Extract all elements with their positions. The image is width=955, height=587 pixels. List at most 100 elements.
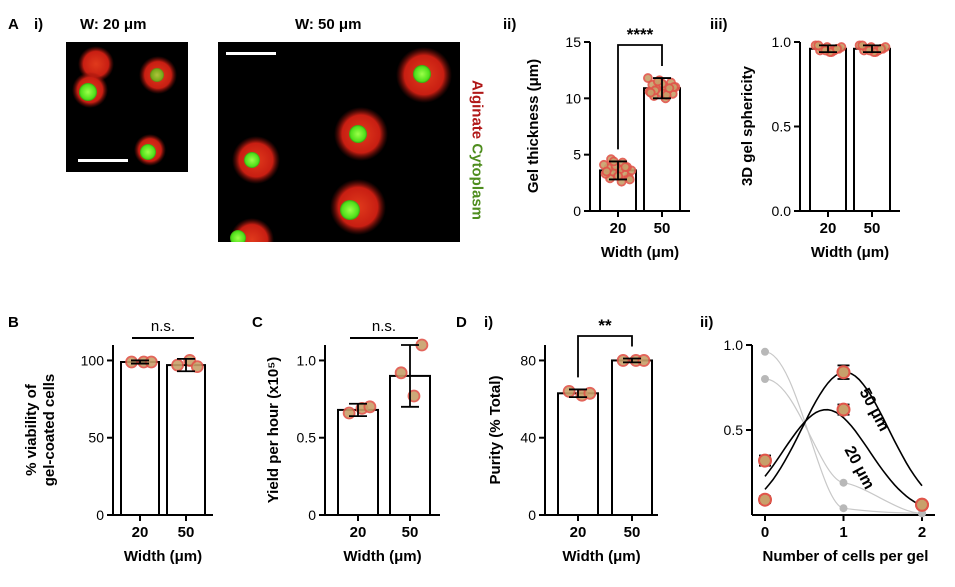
cells-per-gel-point-1-0 bbox=[758, 453, 772, 468]
purity-bar-20 bbox=[557, 392, 599, 516]
viability-bar-20 bbox=[120, 361, 160, 516]
cells-per-gel-poisson-point-0-0 bbox=[761, 347, 769, 356]
scale-bar-20um bbox=[78, 159, 128, 162]
panel-label-d: D bbox=[456, 314, 467, 331]
panel-label-a: A bbox=[8, 16, 19, 33]
yield-point-50-1 bbox=[394, 366, 408, 380]
viability-y-label-line1: % viability of bbox=[23, 383, 40, 476]
cells-per-gel-x-label: Number of cells per gel bbox=[763, 548, 929, 565]
cells-per-gel-xtick-label-2: 2 bbox=[918, 524, 926, 541]
panel-label-d-i: i) bbox=[484, 314, 494, 331]
yield-ytick-label-2: 1.0 bbox=[297, 352, 317, 368]
gel-sphericity-ytick-label-2: 1.0 bbox=[772, 34, 792, 50]
viability-ytick-label-2: 100 bbox=[81, 352, 105, 368]
purity-xtick-label-50: 50 bbox=[624, 524, 641, 541]
yield-significance-label: n.s. bbox=[372, 318, 396, 335]
viability-xtick-label-20: 20 bbox=[132, 524, 149, 541]
yield-point-20-2 bbox=[363, 400, 377, 414]
scale-bar-50um bbox=[226, 52, 276, 55]
gel-thickness-ytick-label-1: 5 bbox=[573, 147, 581, 163]
purity-xtick-label-20: 20 bbox=[570, 524, 587, 541]
purity-bar-50 bbox=[611, 359, 653, 517]
cells-per-gel-xtick-label-1: 1 bbox=[839, 524, 847, 541]
micrograph-20um-drawing bbox=[72, 46, 177, 166]
viability-x-label: Width (μm) bbox=[124, 548, 202, 565]
gel-thickness-point-20-18 bbox=[620, 162, 631, 172]
panel-label-a-iii: iii) bbox=[710, 16, 728, 33]
gel-sphericity-bar-20 bbox=[809, 47, 847, 213]
cells-per-gel-fit-curve-0 bbox=[764, 371, 923, 490]
purity-significance-bracket bbox=[577, 335, 633, 378]
viability-point-50-2 bbox=[190, 360, 204, 374]
micrograph-50um-drawing bbox=[230, 47, 452, 242]
cells-per-gel-point-0-1 bbox=[836, 365, 851, 380]
yield-xtick-label-50: 50 bbox=[402, 524, 419, 541]
cells-per-gel-ytick-label-0: 0.5 bbox=[724, 422, 744, 438]
panel-label-a-i: i) bbox=[34, 16, 44, 33]
gel-sphericity-ytick-label-0: 0.0 bbox=[772, 203, 792, 219]
panel-label-d-ii: ii) bbox=[700, 314, 714, 331]
gel-sphericity-bar-50 bbox=[853, 47, 891, 213]
gel-sphericity-point-50-10 bbox=[876, 43, 886, 54]
yield-bar-20 bbox=[337, 408, 379, 516]
gel-thickness-ytick-label-0: 0 bbox=[573, 203, 581, 219]
gel-thickness-significance-label: **** bbox=[627, 25, 654, 44]
viability-ytick-label-1: 50 bbox=[88, 430, 104, 446]
gel-thickness-point-50-12 bbox=[643, 73, 653, 83]
cells-per-gel-poisson-point-1-1 bbox=[839, 478, 848, 487]
purity-ytick-label-2: 80 bbox=[520, 352, 536, 368]
yield-ytick-label-0: 0 bbox=[308, 507, 316, 523]
panel-label-b: B bbox=[8, 314, 19, 331]
gel-sphericity-xtick-label-20: 20 bbox=[820, 220, 837, 237]
yield-x-label: Width (μm) bbox=[343, 548, 421, 565]
yield-xtick-label-20: 20 bbox=[350, 524, 367, 541]
purity-point-50-1 bbox=[616, 354, 630, 367]
viability-point-20-1 bbox=[125, 355, 138, 369]
purity-y-label: Purity (% Total) bbox=[487, 376, 504, 485]
viability-ytick-label-0: 0 bbox=[96, 507, 104, 523]
gel-thickness-point-50-18 bbox=[664, 83, 675, 94]
viability-xtick-label-50: 50 bbox=[178, 524, 195, 541]
cells-per-gel-fit-curve-1 bbox=[764, 408, 923, 507]
viability-bar-50 bbox=[166, 364, 206, 516]
cells-per-gel-poisson-point-1-0 bbox=[761, 375, 769, 383]
image-title-50um: W: 50 μm bbox=[295, 16, 362, 33]
purity-point-20-1 bbox=[562, 384, 576, 398]
gel-thickness-xtick-label-50: 50 bbox=[654, 220, 671, 237]
cells-per-gel-poisson-curve-0 bbox=[764, 351, 923, 514]
cells-per-gel-point-1-2 bbox=[915, 497, 929, 512]
purity-significance-label: ** bbox=[598, 316, 612, 335]
gel-thickness-point-20-17 bbox=[601, 166, 612, 177]
gel-sphericity-x-label: Width (μm) bbox=[811, 244, 889, 261]
gel-thickness-ytick-label-2: 10 bbox=[565, 90, 581, 106]
purity-ytick-label-1: 40 bbox=[520, 430, 536, 446]
cells-per-gel-xtick-label-0: 0 bbox=[761, 524, 769, 541]
viability-significance-label: n.s. bbox=[151, 318, 175, 335]
gel-sphericity-ytick-label-1: 0.5 bbox=[772, 119, 792, 135]
gel-thickness-x-label: Width (μm) bbox=[601, 244, 679, 261]
panel-label-a-ii: ii) bbox=[503, 16, 517, 33]
viability-point-50-1 bbox=[171, 358, 184, 372]
cells-per-gel-point-0-0 bbox=[758, 492, 772, 507]
gel-sphericity-xtick-label-50: 50 bbox=[864, 220, 881, 237]
gel-sphericity-point-20-10 bbox=[832, 43, 842, 54]
image-title-20um: W: 20 μm bbox=[80, 16, 147, 33]
purity-point-50-2 bbox=[637, 354, 651, 367]
cells-per-gel-poisson-point-0-1 bbox=[839, 504, 848, 513]
panel-label-c: C bbox=[252, 314, 263, 331]
micrograph-20um bbox=[66, 42, 188, 172]
gel-thickness-ytick-label-3: 15 bbox=[565, 34, 581, 50]
yield-y-label: Yield per hour (x10⁵) bbox=[265, 357, 282, 504]
cells-per-gel-series-label-50um: 50 μm bbox=[856, 385, 893, 434]
yield-point-50-0 bbox=[407, 389, 421, 403]
purity-x-label: Width (μm) bbox=[562, 548, 640, 565]
purity-point-20-2 bbox=[583, 386, 597, 400]
cells-per-gel-poisson-curve-1 bbox=[764, 378, 923, 514]
gel-thickness-y-label: Gel thickness (μm) bbox=[525, 59, 542, 193]
micrograph-50um bbox=[218, 42, 460, 242]
gel-thickness-bar-50 bbox=[643, 87, 681, 212]
viability-point-20-2 bbox=[144, 355, 158, 369]
gel-thickness-point-50-17 bbox=[645, 87, 656, 98]
gel-thickness-xtick-label-20: 20 bbox=[610, 220, 627, 237]
